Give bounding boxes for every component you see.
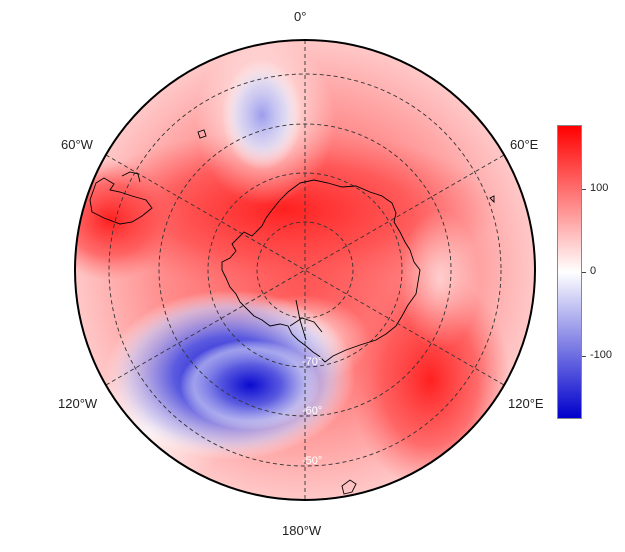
- latitude-labels: -70° -60° -50°: [302, 356, 322, 467]
- lat-label-60: -60°: [302, 405, 322, 417]
- lat-label-70: -70°: [302, 356, 322, 368]
- antarctica-coast: [221, 179, 421, 363]
- south-america-east: [121, 171, 141, 183]
- colorbar-tickmark: [582, 356, 586, 357]
- ross-ice-shelf: [289, 299, 323, 341]
- lat-label-50: -50°: [302, 455, 322, 467]
- coastlines: [89, 129, 495, 495]
- meridian-label-60w: 60°W: [61, 137, 93, 152]
- anomaly-field: [75, 40, 535, 500]
- meridian-label-60e: 60°E: [510, 137, 539, 152]
- colorbar-tickmark: [582, 189, 586, 190]
- latitude-circle: [108, 73, 502, 467]
- island-2: [489, 195, 495, 204]
- colorbar-tick-label: -100: [590, 349, 613, 361]
- meridian-label-120e: 120°E: [508, 396, 544, 411]
- meridian-label-120w: 120°W: [58, 396, 98, 411]
- meridian-label-0: 0°: [294, 9, 307, 24]
- colorbar: [557, 125, 582, 419]
- graticule: [105, 40, 505, 500]
- tasmania-coast: [341, 479, 357, 495]
- colorbar-tickmark: [582, 272, 586, 273]
- island-1: [197, 129, 207, 139]
- meridian-label-180w: 180°W: [282, 523, 322, 538]
- map-boundary: [74, 39, 536, 501]
- south-america-coast: [89, 177, 153, 225]
- colorbar-tick-label: 100: [590, 182, 609, 194]
- colorbar-tick-label: 0: [590, 265, 597, 277]
